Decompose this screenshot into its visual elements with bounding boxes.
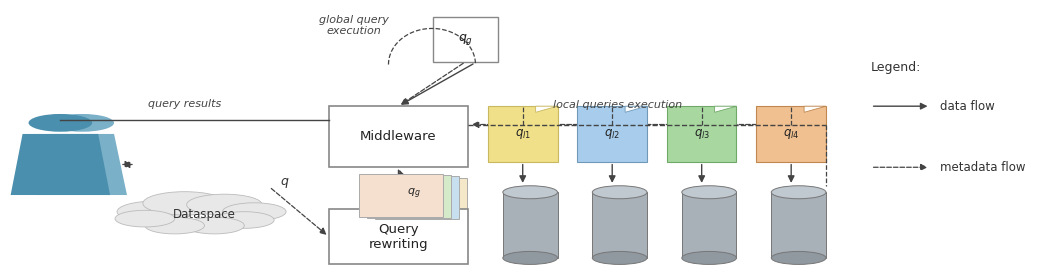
Text: Dataspace: Dataspace [173, 208, 236, 221]
FancyBboxPatch shape [367, 175, 451, 218]
Text: query results: query results [148, 99, 221, 109]
FancyBboxPatch shape [772, 192, 826, 258]
Polygon shape [10, 134, 110, 195]
Polygon shape [536, 106, 558, 112]
Circle shape [117, 201, 193, 222]
Text: Legend:: Legend: [871, 61, 921, 74]
Text: metadata flow: metadata flow [941, 161, 1026, 174]
Text: $q_g$: $q_g$ [458, 32, 473, 47]
Circle shape [145, 217, 204, 234]
Ellipse shape [503, 186, 558, 199]
Ellipse shape [772, 186, 826, 199]
Ellipse shape [503, 251, 558, 264]
Circle shape [187, 194, 262, 215]
FancyBboxPatch shape [359, 174, 443, 217]
Text: $q_g$: $q_g$ [407, 186, 420, 201]
Text: $q_{l2}$: $q_{l2}$ [605, 127, 620, 141]
Ellipse shape [681, 251, 736, 264]
FancyBboxPatch shape [433, 17, 498, 62]
Ellipse shape [772, 251, 826, 264]
Circle shape [29, 114, 92, 132]
Text: q: q [280, 175, 288, 188]
Circle shape [143, 192, 226, 215]
Text: Query
rewriting: Query rewriting [368, 223, 428, 251]
Polygon shape [625, 106, 647, 112]
FancyBboxPatch shape [487, 106, 558, 162]
Polygon shape [804, 106, 826, 112]
FancyBboxPatch shape [374, 176, 459, 220]
Polygon shape [714, 106, 736, 112]
Circle shape [222, 203, 286, 221]
Ellipse shape [592, 251, 647, 264]
Circle shape [215, 212, 274, 228]
Text: $q_{l4}$: $q_{l4}$ [783, 127, 800, 141]
FancyBboxPatch shape [578, 106, 647, 162]
Ellipse shape [592, 186, 647, 199]
FancyBboxPatch shape [383, 177, 467, 221]
FancyBboxPatch shape [756, 106, 826, 162]
Text: global query
execution: global query execution [318, 15, 389, 36]
Circle shape [115, 210, 174, 227]
Text: $q_{l3}$: $q_{l3}$ [694, 127, 709, 141]
FancyBboxPatch shape [667, 106, 736, 162]
FancyBboxPatch shape [592, 192, 647, 258]
Text: Middleware: Middleware [360, 130, 437, 143]
Polygon shape [37, 134, 127, 195]
Circle shape [185, 217, 245, 234]
Text: $q_{l1}$: $q_{l1}$ [514, 127, 531, 141]
Ellipse shape [681, 186, 736, 199]
Circle shape [51, 114, 114, 132]
FancyBboxPatch shape [329, 106, 468, 167]
FancyBboxPatch shape [329, 209, 468, 264]
FancyBboxPatch shape [503, 192, 558, 258]
FancyBboxPatch shape [681, 192, 736, 258]
Text: data flow: data flow [941, 100, 996, 113]
Text: local queries execution: local queries execution [553, 100, 681, 110]
